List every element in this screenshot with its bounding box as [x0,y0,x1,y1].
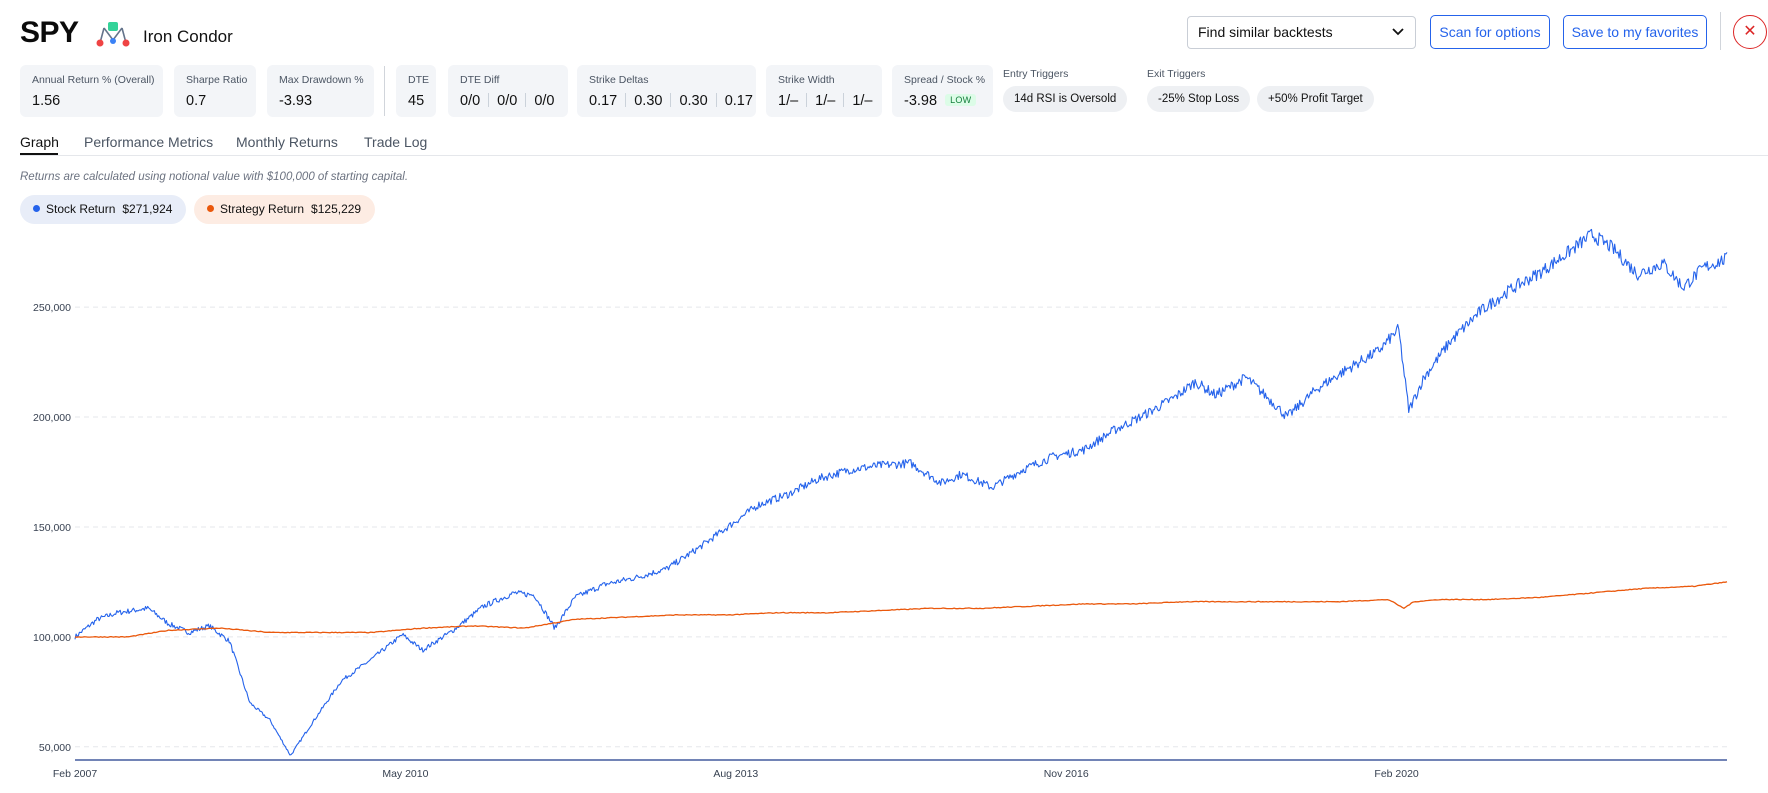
stat-spread-stock: Spread / Stock % -3.98 LOW [892,65,993,117]
x-tick-label: May 2010 [382,768,428,780]
tab-graph[interactable]: Graph [20,134,59,150]
y-tick-label: 50,000 [39,742,71,754]
stat-value-part: 0.30 [634,93,663,109]
tab-performance-metrics[interactable]: Performance Metrics [84,134,214,150]
stat-label: DTE [408,74,429,86]
x-tick-label: Feb 2007 [53,768,98,780]
exit-triggers-title: Exit Triggers [1147,68,1206,80]
stat-value: 0/0 0/0 0/0 [460,93,556,109]
y-tick-label: 150,000 [33,522,71,534]
capital-note: Returns are calculated using notional va… [20,171,409,183]
stat-label: DTE Diff [460,74,500,86]
legend-amount: $125,229 [311,202,362,216]
returns-chart[interactable]: 50,000 100,000 150,000 200,000 250,000 Feb 20… [0,228,1768,793]
x-tick-label: Feb 2020 [1374,768,1419,780]
legend-name: Strategy Return [220,202,305,216]
tab-monthly-returns[interactable]: Monthly Returns [236,134,338,150]
stat-strike-width: Strike Width 1/– 1/– 1/– [766,65,882,117]
header: SPY Iron Condor Find similar backtests S… [0,0,1768,62]
stat-label: Strike Deltas [589,74,649,86]
ticker-symbol: SPY [20,16,79,49]
stat-value: -3.98 LOW [904,93,981,109]
stat-strike-deltas: Strike Deltas 0.17 0.30 0.30 0.17 [577,65,756,117]
stat-value-part: 1/– [778,93,799,109]
x-tick-label: Aug 2013 [713,768,758,780]
scan-for-options-button[interactable]: Scan for options [1430,15,1550,49]
header-divider [1720,12,1721,50]
y-tick-label: 250,000 [33,302,71,314]
stat-value: -3.93 [279,93,313,109]
save-to-favorites-button[interactable]: Save to my favorites [1563,15,1707,49]
stat-value-part: 0/0 [534,93,555,109]
legend-dot [33,205,40,212]
iron-condor-icon [96,22,130,47]
stat-dte-diff: DTE Diff 0/0 0/0 0/0 [448,65,568,117]
y-tick-label: 100,000 [33,632,71,644]
strategy-name: Iron Condor [143,27,233,46]
legend-dot [207,205,214,212]
stat-sharpe-ratio: Sharpe Ratio 0.7 [174,65,256,117]
stat-value-part: 0/0 [460,93,481,109]
stat-label: Annual Return % (Overall) [32,74,155,86]
exit-trigger-chip[interactable]: +50% Profit Target [1257,86,1374,112]
exit-trigger-chip[interactable]: -25% Stop Loss [1147,86,1251,112]
close-button[interactable]: ✕ [1733,15,1767,49]
stat-dte: DTE 45 [396,65,436,117]
y-tick-label: 200,000 [33,412,71,424]
legend-name: Stock Return [46,202,116,216]
tabs-divider [20,155,1768,156]
chevron-down-icon [1392,28,1404,36]
stat-value: 1/– 1/– 1/– [778,93,873,109]
entry-triggers-title: Entry Triggers [1003,68,1069,80]
status-badge: LOW [945,94,977,106]
active-tab-indicator [20,153,58,155]
stat-value-part: 1/– [815,93,836,109]
find-similar-select-value: Find similar backtests [1198,24,1333,40]
stock-return-line [74,228,1728,756]
stat-value-part: 0.17 [724,93,753,109]
tab-trade-log[interactable]: Trade Log [364,134,428,150]
stat-label: Spread / Stock % [904,74,986,86]
stat-value-part: 0/0 [497,93,518,109]
legend-stock-return[interactable]: Stock Return $271,924 [20,195,187,224]
stat-label: Sharpe Ratio [186,74,248,86]
stat-value: 45 [408,93,425,109]
stat-max-drawdown: Max Drawdown % -3.93 [267,65,374,117]
stat-annual-return: Annual Return % (Overall) 1.56 [20,65,163,117]
stat-value-part: 1/– [852,93,873,109]
stat-value: 0.7 [186,93,207,109]
x-tick-label: Nov 2016 [1044,768,1089,780]
legend-amount: $271,924 [122,202,173,216]
entry-trigger-chip[interactable]: 14d RSI is Oversold [1003,86,1128,112]
find-similar-select[interactable]: Find similar backtests [1187,16,1416,49]
close-icon: ✕ [1743,23,1757,40]
stat-value: 0.17 0.30 0.30 0.17 [589,93,753,109]
stat-value-part: 0.17 [589,93,618,109]
stats-divider [384,66,385,116]
stat-label: Max Drawdown % [279,74,364,86]
legend-strategy-return[interactable]: Strategy Return $125,229 [194,195,376,224]
stat-label: Strike Width [778,74,835,86]
stat-value-part: 0.30 [679,93,708,109]
stat-value: 1.56 [32,93,61,109]
strategy-return-line [74,581,1728,638]
stat-value-part: -3.98 [904,93,938,109]
